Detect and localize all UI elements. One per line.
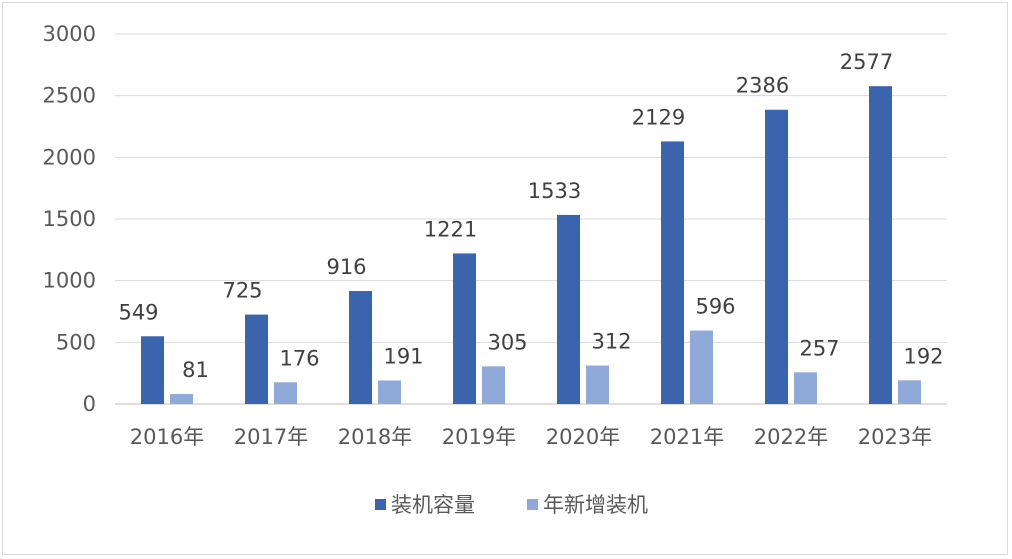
bar [765,109,788,404]
y-axis: 0 500 1000 1500 2000 2500 3000 [43,22,96,416]
legend: 装机容量 年新增装机 [375,493,648,517]
y-tick-label: 2500 [43,84,96,108]
x-tick-label: 2022年 [754,425,828,449]
data-label: 2386 [736,74,789,98]
data-label: 305 [487,330,527,354]
data-label: 725 [222,279,262,303]
bar [453,253,476,404]
bar [586,365,609,404]
data-label: 2129 [632,105,685,129]
bar [274,382,297,404]
data-label: 596 [695,294,735,318]
bar [869,86,892,405]
bar [378,380,401,404]
x-tick-label: 2021年 [650,425,724,449]
legend-label: 年新增装机 [543,493,648,517]
data-label: 1221 [424,217,477,241]
data-labels: 549 81 725 176 916 191 1221 305 1533 312 2129 596 23… [118,50,943,382]
bar [794,372,817,404]
bar [690,330,713,404]
data-label: 176 [279,346,319,370]
x-tick-label: 2023年 [858,425,932,449]
data-label: 916 [326,255,366,279]
y-tick-label: 3000 [43,22,96,46]
bar [170,394,193,404]
data-label: 312 [591,330,631,354]
data-label: 192 [903,344,943,368]
bar [898,380,921,404]
y-tick-label: 500 [56,330,96,354]
data-label: 549 [118,300,158,324]
bar [245,314,268,404]
data-label: 257 [799,336,839,360]
data-label: 81 [182,358,209,382]
bar [482,366,505,404]
bars [141,86,921,405]
bar [557,214,580,404]
bar [661,141,684,404]
x-tick-label: 2018年 [338,425,412,449]
x-axis: 2016年 2017年 2018年 2019年 2020年 2021年 2022年 2023年 [130,425,932,449]
bar [349,291,372,404]
data-label: 1533 [528,179,581,203]
x-tick-label: 2016年 [130,425,204,449]
bar [141,336,164,404]
legend-label: 装机容量 [391,493,475,517]
legend-swatch [375,499,386,510]
data-label: 191 [383,344,423,368]
y-tick-label: 1500 [43,207,96,231]
y-tick-label: 2000 [43,145,96,169]
x-tick-label: 2019年 [442,425,516,449]
y-tick-label: 1000 [43,269,96,293]
y-tick-label: 0 [83,392,96,416]
data-label: 2577 [840,50,893,74]
legend-swatch [527,499,538,510]
x-tick-label: 2017年 [234,425,308,449]
x-tick-label: 2020年 [546,425,620,449]
